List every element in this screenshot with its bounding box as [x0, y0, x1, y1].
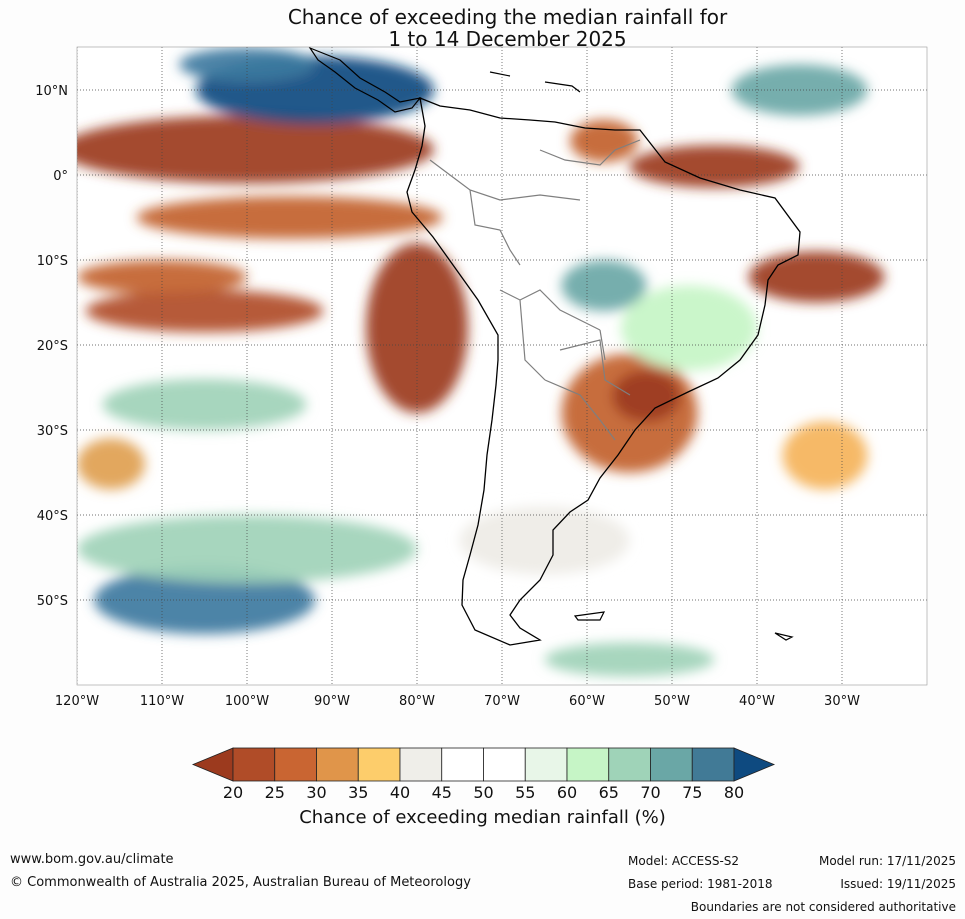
region-dry-southern-brazil-core [612, 370, 681, 422]
lon-label: 110°W [140, 694, 184, 709]
region-dry-pacific-12s [77, 260, 247, 294]
lon-label: 50°W [654, 694, 690, 709]
colorbar-tick-label: 20 [223, 783, 243, 802]
region-wet-southern-pacific [94, 566, 315, 634]
region-dry-pacific-16s [85, 289, 324, 333]
region-dry-atlantic-30s [782, 421, 868, 490]
colorbar-segment [608, 747, 651, 782]
latitude-labels: 10°N 0° 10°S 20°S 30°S 40°S 50°S [35, 84, 68, 609]
colorbar-tick-label: 50 [473, 783, 493, 802]
colorbar-segment [441, 747, 484, 782]
footer-url[interactable]: www.bom.gov.au/climate [10, 852, 174, 867]
colorbar-segment [399, 747, 443, 782]
region-neutral-patagonia [459, 506, 630, 575]
colorbar-tick-label: 35 [348, 783, 368, 802]
colorbar-tick-label: 55 [515, 783, 535, 802]
central-america-coastline [308, 47, 422, 113]
graticule [77, 47, 927, 685]
footer-base-period: Base period: 1981-2018 [628, 877, 773, 891]
longitude-labels: 120°W 110°W 100°W 90°W 80°W 70°W 60°W 50°W 40°W 3… [55, 694, 860, 709]
region-wet-amazon-center [561, 260, 647, 311]
colorbar-tick-label: 60 [557, 783, 577, 802]
footer-copyright: © Commonwealth of Australia 2025, Austra… [10, 875, 471, 890]
chart-title-line-1: Chance of exceeding the median rainfall … [287, 5, 728, 29]
colorbar-segment [316, 747, 359, 782]
colorbar-upper-extension [733, 747, 776, 782]
colorbar-label: Chance of exceeding median rainfall (%) [299, 807, 666, 828]
region-wet-drake [544, 642, 715, 677]
caribbean-island-coastlines [489, 71, 794, 641]
footer-model-run: Model run: 17/11/2025 [818, 854, 956, 868]
region-dry-atlantic-equatorial [629, 145, 800, 188]
lat-label: 0° [53, 169, 68, 184]
lat-label: 10°N [35, 84, 68, 99]
region-dry-peru-coast [366, 243, 468, 413]
lat-label: 40°S [37, 509, 68, 524]
chart-title-line-2: 1 to 14 December 2025 [388, 27, 627, 51]
lat-label: 50°S [37, 594, 68, 609]
colorbar-tick-label: 75 [682, 783, 702, 802]
region-dry-north-colombia [570, 119, 638, 163]
colorbar-tick-label: 45 [432, 783, 452, 802]
lon-label: 120°W [55, 694, 99, 709]
lat-label: 30°S [37, 424, 68, 439]
footer-model: Model: ACCESS-S2 [628, 854, 740, 868]
lat-label: 20°S [37, 339, 68, 354]
colorbar-segment [274, 747, 317, 782]
region-dry-eastern-pacific-equatorial [77, 115, 434, 184]
region-dry-pacific-band-south [136, 196, 443, 239]
lon-label: 90°W [314, 694, 350, 709]
region-wet-atlantic-north [731, 64, 868, 116]
colorbar-segment [691, 747, 735, 782]
colorbar-segment [232, 747, 276, 782]
colorbar-segment [483, 747, 526, 782]
lon-label: 80°W [399, 694, 435, 709]
lon-label: 30°W [824, 694, 860, 709]
colorbar-segment [566, 747, 610, 782]
lon-label: 60°W [569, 694, 605, 709]
lon-label: 40°W [739, 694, 775, 709]
colorbar-tick-label: 30 [306, 783, 326, 802]
country-borders [429, 139, 641, 441]
colorbar-lower-extension [191, 747, 234, 782]
lon-label: 100°W [225, 694, 269, 709]
colorbar-segment [357, 747, 401, 782]
colorbar-tick-label: 40 [390, 783, 410, 802]
colorbar-tick-label: 65 [599, 783, 619, 802]
coastlines [308, 47, 801, 646]
colorbar-tick-label: 80 [724, 783, 744, 802]
region-dry-atlantic-12s [748, 251, 885, 303]
colorbar-tick-label: 70 [640, 783, 660, 802]
colorbar-segment [650, 747, 693, 782]
region-dry-pacific-32s [77, 438, 145, 490]
footer-issued: Issued: 19/11/2025 [840, 877, 956, 891]
south-america-coastline [406, 96, 801, 646]
footer-disclaimer: Boundaries are not considered authoritat… [690, 900, 956, 914]
region-wet-pacific-12n [179, 47, 315, 82]
region-wet-brazil-interior [621, 285, 757, 371]
colorbar-segment [524, 747, 568, 782]
colorbar-tick-label: 25 [265, 783, 285, 802]
region-wet-pacific-25s [102, 379, 307, 430]
lon-label: 70°W [484, 694, 520, 709]
lat-label: 10°S [37, 254, 68, 269]
map-frame [76, 46, 928, 686]
colorbar: 20 25 30 35 40 45 50 55 60 65 70 75 80 [191, 747, 776, 802]
